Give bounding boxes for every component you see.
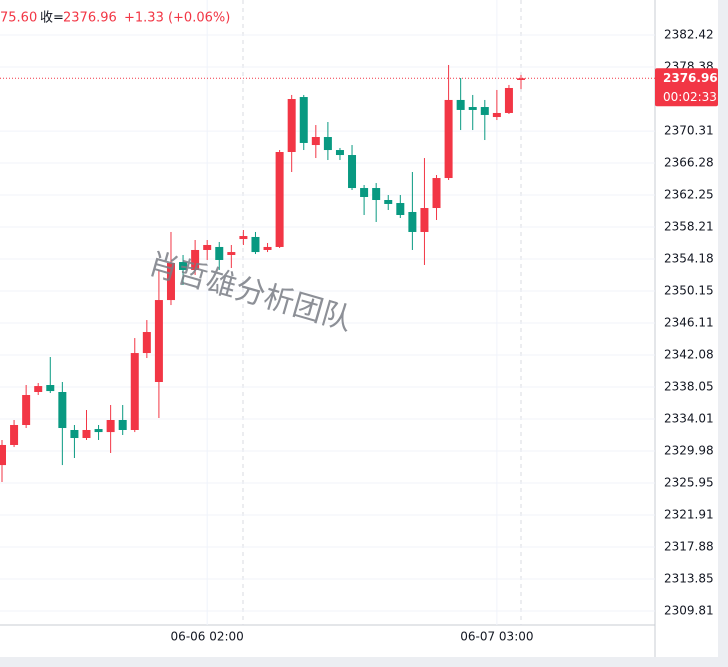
header-change: +1.33 (+0.06%)	[124, 11, 230, 26]
candle-body	[444, 99, 453, 179]
candle-body	[166, 262, 175, 301]
candle-body	[154, 300, 163, 382]
countdown-label: 00:02:33	[663, 90, 717, 104]
candle-body	[299, 97, 308, 143]
candle-body	[22, 395, 31, 425]
candle-body	[335, 150, 344, 156]
header-low: 75.60	[0, 11, 37, 26]
candle-body	[323, 137, 332, 151]
y-tick-label: 2362.25	[664, 188, 714, 202]
x-tick-label: 06-07 03:00	[460, 630, 533, 644]
y-tick-label: 2338.05	[664, 379, 714, 393]
candle-body	[420, 208, 429, 232]
y-tick-label: 2382.42	[664, 27, 714, 41]
plot: 2309.81 2313.85 2317.88 2321.91 2325.95 2329.…	[0, 0, 714, 644]
candle-body	[348, 155, 357, 189]
y-tick-label: 2370.31	[664, 124, 714, 138]
candle-body	[215, 246, 224, 260]
y-tick-label: 2329.98	[664, 444, 714, 458]
last-price-box	[655, 68, 718, 107]
candle-body	[191, 249, 200, 270]
candle-body	[142, 332, 151, 354]
candle-body	[384, 200, 393, 204]
y-tick-label: 2358.21	[664, 220, 714, 234]
candle-body	[432, 178, 441, 209]
candle-body	[82, 429, 91, 439]
y-tick-label: 2325.95	[664, 475, 714, 489]
candle-body	[46, 385, 55, 392]
candle-body	[492, 112, 501, 118]
last-price-label: 2376.96	[663, 71, 718, 85]
candle-body	[94, 429, 103, 433]
y-tick-label: 2366.28	[664, 156, 714, 170]
candle-body	[275, 152, 284, 247]
candle-body	[106, 419, 115, 433]
candle-body	[251, 236, 260, 253]
y-tick-label: 2309.81	[664, 604, 714, 618]
candle-body	[227, 252, 236, 255]
y-tick-label: 2317.88	[664, 540, 714, 554]
candle-body	[118, 419, 127, 430]
candle-body	[34, 386, 43, 392]
header-close-label: 收=	[40, 11, 64, 26]
candle-body	[456, 99, 465, 110]
candle-body	[58, 391, 67, 429]
y-tick-label: 2321.91	[664, 508, 714, 522]
y-tick-label: 2346.11	[664, 316, 714, 330]
header-close: 2376.96	[63, 11, 117, 26]
candle-body	[203, 244, 212, 250]
candle-body	[10, 424, 19, 445]
candle-body	[263, 246, 272, 250]
candle-body	[360, 188, 369, 197]
candle-body	[468, 107, 477, 110]
y-tick-label: 2350.15	[664, 284, 714, 298]
candle-body	[517, 78, 526, 80]
candle-body	[372, 188, 381, 201]
y-tick-label: 2342.08	[664, 348, 714, 362]
candle-body	[179, 262, 188, 270]
candle-body	[504, 87, 513, 113]
y-tick-label: 2313.85	[664, 571, 714, 585]
candle-body	[0, 444, 6, 466]
candle-body	[396, 203, 405, 215]
candle-body	[408, 211, 417, 232]
x-tick-label: 06-06 02:00	[171, 630, 244, 644]
candle-body	[239, 236, 248, 240]
candle-body	[70, 429, 79, 439]
candle-body	[311, 137, 320, 146]
chart-background	[0, 0, 718, 657]
y-tick-label: 2354.18	[664, 252, 714, 266]
y-tick-label: 2334.01	[664, 412, 714, 426]
candle-body	[130, 353, 139, 430]
candle-body	[287, 99, 296, 153]
candle-body	[480, 107, 489, 115]
